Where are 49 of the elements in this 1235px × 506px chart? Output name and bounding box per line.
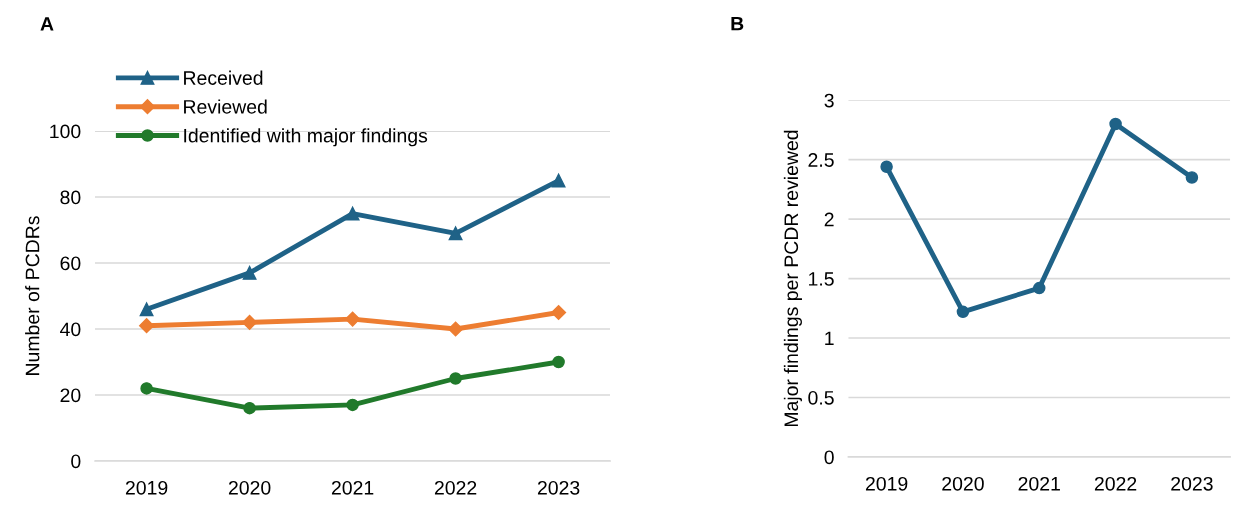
point [1185, 171, 1199, 184]
x-tick-label: 2019 [865, 476, 908, 491]
x-tick-label: 2020 [942, 476, 984, 491]
x-tick-label: 2019 [125, 480, 168, 495]
point [449, 372, 462, 385]
point [243, 401, 256, 415]
y-tick-label: 0 [824, 450, 834, 465]
y-tick-label: 2.5 [808, 153, 834, 167]
legend-label: Identified with major findings [184, 128, 428, 147]
chart-title: B [731, 16, 744, 31]
y-axis-title: Major findings per PCDR reviewed [783, 130, 802, 427]
y-tick-label: 20 [60, 388, 81, 403]
x-tick-label: 2020 [228, 480, 271, 495]
point [1033, 281, 1046, 295]
chart-title: A [40, 17, 54, 31]
x-tick-label: 2021 [1018, 476, 1060, 491]
point [1109, 117, 1122, 131]
y-tick-label: 0 [71, 454, 81, 469]
point [551, 304, 567, 321]
point [346, 398, 359, 412]
point [552, 355, 565, 369]
point [345, 206, 360, 221]
point [956, 305, 970, 319]
y-tick-label: 1 [825, 331, 834, 346]
x-tick-label: 2023 [537, 480, 580, 495]
point [139, 302, 154, 317]
y-tick-label: 100 [50, 124, 81, 139]
y-tick-label: 3 [824, 93, 834, 108]
y-axis-title: Number of PCDRs [25, 216, 40, 375]
y-tick-label: 0.5 [808, 390, 834, 405]
y-tick-label: 80 [60, 190, 81, 205]
point [242, 314, 258, 330]
legend-label: Reviewed [184, 99, 267, 114]
legend-label: Received [184, 70, 263, 85]
y-tick-label: 2 [824, 212, 834, 227]
point [880, 160, 893, 174]
point [448, 321, 464, 337]
point [345, 311, 361, 327]
point [448, 226, 463, 241]
y-tick-label: 60 [60, 256, 81, 271]
y-tick-label: 1.5 [809, 272, 834, 286]
point [551, 173, 566, 188]
x-tick-label: 2022 [434, 480, 477, 495]
x-tick-label: 2023 [1171, 476, 1213, 491]
x-tick-label: 2021 [331, 480, 374, 495]
y-tick-label: 40 [60, 322, 81, 337]
point [242, 265, 257, 280]
point [140, 382, 153, 395]
x-tick-label: 2022 [1094, 476, 1137, 491]
